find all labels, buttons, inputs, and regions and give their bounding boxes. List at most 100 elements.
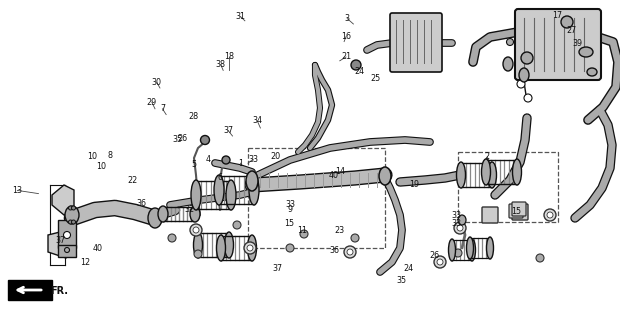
Ellipse shape — [519, 68, 529, 82]
Text: 28: 28 — [188, 112, 198, 121]
Ellipse shape — [547, 212, 553, 218]
Text: 10: 10 — [96, 162, 106, 171]
Bar — [58, 245, 76, 257]
Ellipse shape — [71, 206, 76, 210]
Ellipse shape — [456, 162, 466, 188]
Ellipse shape — [521, 52, 533, 64]
Text: 23: 23 — [335, 226, 345, 235]
Text: 36: 36 — [136, 199, 146, 208]
Text: FR.: FR. — [50, 286, 68, 296]
Ellipse shape — [434, 256, 446, 268]
FancyBboxPatch shape — [509, 204, 523, 218]
Text: 16: 16 — [341, 32, 351, 41]
Text: 31: 31 — [236, 12, 246, 21]
Ellipse shape — [244, 242, 256, 254]
FancyBboxPatch shape — [482, 207, 498, 223]
Ellipse shape — [63, 231, 71, 238]
Text: 10: 10 — [87, 152, 97, 161]
FancyBboxPatch shape — [512, 202, 526, 216]
Ellipse shape — [168, 234, 176, 242]
Ellipse shape — [249, 175, 259, 205]
Ellipse shape — [344, 246, 356, 258]
Text: 6: 6 — [218, 173, 223, 182]
Ellipse shape — [351, 234, 359, 242]
Text: 11: 11 — [298, 226, 308, 235]
Ellipse shape — [64, 247, 69, 252]
Ellipse shape — [579, 47, 593, 57]
Ellipse shape — [216, 235, 226, 261]
Ellipse shape — [193, 232, 203, 258]
Text: 40: 40 — [329, 171, 339, 180]
Text: 1: 1 — [238, 159, 243, 168]
Ellipse shape — [300, 230, 308, 238]
Ellipse shape — [246, 171, 258, 191]
Text: 30: 30 — [152, 78, 162, 87]
Ellipse shape — [193, 227, 199, 233]
Ellipse shape — [379, 167, 391, 185]
Ellipse shape — [587, 68, 597, 76]
Text: 36: 36 — [330, 246, 340, 255]
Text: 15: 15 — [511, 207, 521, 216]
Ellipse shape — [517, 80, 525, 88]
Text: 4: 4 — [206, 155, 211, 164]
Text: 15: 15 — [284, 220, 294, 228]
Text: 37: 37 — [223, 126, 233, 135]
Text: 5: 5 — [191, 160, 196, 169]
Ellipse shape — [158, 206, 168, 222]
Ellipse shape — [286, 244, 294, 252]
Text: 26: 26 — [178, 134, 188, 143]
Ellipse shape — [247, 245, 253, 251]
Text: 25: 25 — [371, 74, 381, 83]
Ellipse shape — [71, 220, 76, 224]
Polygon shape — [52, 185, 74, 215]
Ellipse shape — [544, 209, 556, 221]
Ellipse shape — [503, 57, 513, 71]
Ellipse shape — [191, 180, 201, 210]
Text: 33: 33 — [248, 155, 258, 164]
Ellipse shape — [466, 237, 474, 259]
Text: 35: 35 — [397, 276, 407, 285]
Text: 34: 34 — [252, 116, 262, 125]
Ellipse shape — [194, 250, 202, 258]
Text: 33: 33 — [285, 200, 295, 209]
Text: 39: 39 — [573, 39, 583, 48]
Bar — [248, 148, 385, 248]
Text: 3: 3 — [345, 14, 350, 23]
Text: 40: 40 — [93, 244, 103, 253]
Ellipse shape — [513, 159, 521, 185]
Ellipse shape — [214, 175, 224, 205]
Text: 32: 32 — [184, 205, 194, 214]
Bar — [458, 152, 558, 222]
Ellipse shape — [233, 221, 241, 229]
FancyBboxPatch shape — [512, 204, 528, 220]
Text: 8: 8 — [108, 151, 113, 160]
Ellipse shape — [457, 225, 463, 231]
Ellipse shape — [190, 224, 202, 236]
Ellipse shape — [437, 259, 443, 265]
Ellipse shape — [190, 206, 200, 222]
Text: 20: 20 — [271, 152, 281, 161]
Text: 12: 12 — [81, 258, 91, 267]
FancyBboxPatch shape — [390, 13, 442, 72]
Text: 24: 24 — [403, 264, 413, 273]
Text: 33: 33 — [451, 211, 461, 220]
FancyBboxPatch shape — [8, 280, 52, 300]
Text: 14: 14 — [335, 167, 345, 176]
Ellipse shape — [226, 180, 236, 210]
Ellipse shape — [469, 239, 476, 261]
Ellipse shape — [561, 16, 573, 28]
Ellipse shape — [200, 135, 210, 145]
Text: 37: 37 — [273, 264, 283, 273]
Ellipse shape — [148, 208, 162, 228]
Ellipse shape — [524, 94, 532, 102]
Text: 35: 35 — [172, 135, 182, 144]
Text: 33: 33 — [451, 219, 461, 228]
Ellipse shape — [222, 156, 230, 164]
Ellipse shape — [247, 235, 257, 261]
Bar — [58, 220, 76, 248]
Text: 27: 27 — [567, 26, 577, 35]
Ellipse shape — [351, 60, 361, 70]
FancyBboxPatch shape — [515, 9, 601, 80]
Ellipse shape — [487, 237, 494, 259]
Ellipse shape — [68, 220, 73, 224]
